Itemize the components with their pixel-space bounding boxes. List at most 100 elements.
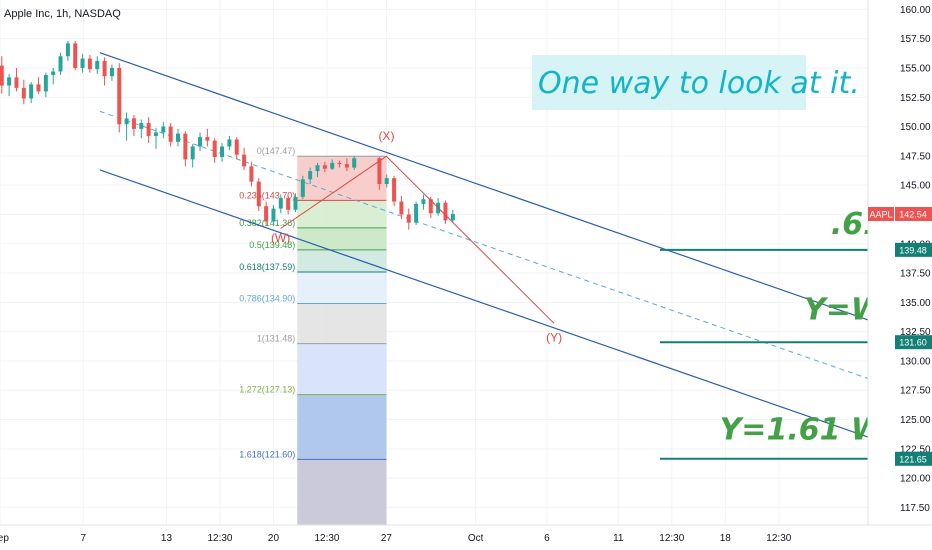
symbol-badge-text: AAPL xyxy=(869,209,892,219)
time-tick-label: 12:30 xyxy=(659,533,684,544)
candle-body xyxy=(153,132,158,136)
annotation-background xyxy=(532,55,806,110)
symbol-badge xyxy=(868,206,894,221)
price-axis[interactable]: 117.50 120.00 122.50 125.00 127.50 130.00 132.… xyxy=(867,0,932,550)
candle-body xyxy=(7,77,12,86)
candle-body xyxy=(384,178,389,184)
price-tick-label: 135.00 xyxy=(900,298,931,309)
time-tick-label: 27 xyxy=(381,533,393,544)
candle-body xyxy=(278,198,283,209)
target-price-badge-text: 121.65 xyxy=(899,454,927,464)
candle-body xyxy=(102,60,107,77)
target-price-badge xyxy=(895,242,932,257)
candle-body xyxy=(249,166,254,182)
candle-body xyxy=(198,137,203,147)
candle-body xyxy=(124,118,129,125)
fib-level-label: 0.618(137.59) xyxy=(239,262,295,272)
candle-body xyxy=(87,58,92,70)
candle-body xyxy=(205,137,210,141)
candle-body xyxy=(227,139,232,147)
candle-body xyxy=(264,206,269,222)
target-price-badge-text: 131.60 xyxy=(899,338,927,348)
candle-body xyxy=(183,133,188,160)
fib-level-label: 0(147.47) xyxy=(257,146,296,156)
candle-body xyxy=(242,154,247,167)
last-price-badge xyxy=(895,206,932,221)
candle-body xyxy=(392,178,397,202)
time-tick-label: 18 xyxy=(720,533,732,544)
candle-body xyxy=(43,75,48,92)
candle-body xyxy=(315,165,320,172)
fib-level-label: 0.5(139.48) xyxy=(249,240,295,250)
time-tick-label: Oct xyxy=(468,533,484,544)
price-tick-label: 120.00 xyxy=(900,474,931,485)
wave-label: (W) xyxy=(271,231,290,245)
fib-level-label: 0.236(143.70) xyxy=(239,190,295,200)
candle-body xyxy=(330,162,335,169)
channel-upper-line[interactable] xyxy=(99,52,869,321)
candle-body xyxy=(29,84,34,99)
price-tick-label: 155.00 xyxy=(900,63,931,74)
candle-body xyxy=(0,65,4,86)
price-tick-label: 145.00 xyxy=(900,181,931,192)
candle-body xyxy=(168,126,173,142)
time-axis[interactable]: Sep 7 13 12:30 20 12:30 27 Oct 6 11 12:30 18 12:30 xyxy=(0,524,932,550)
fib-zone xyxy=(297,271,387,304)
candle-body xyxy=(117,67,122,125)
candle-body xyxy=(73,43,78,68)
price-tick-label: 152.50 xyxy=(900,93,931,104)
candle-body xyxy=(344,164,349,168)
candle-body xyxy=(293,196,298,210)
fib-zone xyxy=(297,227,387,250)
wave-path-line[interactable] xyxy=(280,155,555,324)
time-tick-label: 7 xyxy=(80,533,86,544)
candle-body xyxy=(271,208,276,222)
fib-zone xyxy=(297,200,387,228)
price-tick-label: 127.50 xyxy=(900,386,931,397)
candle-body xyxy=(109,67,114,77)
target-price-badge-text: 139.48 xyxy=(899,245,927,255)
time-tick-label: 12:30 xyxy=(766,533,791,544)
price-tick-label: 137.50 xyxy=(900,269,931,280)
candle-body xyxy=(337,162,342,165)
fib-level-label: 1.272(127.13) xyxy=(239,385,295,395)
time-tick-label: 11 xyxy=(613,533,624,544)
candle-body xyxy=(428,199,433,214)
candle-body xyxy=(308,171,313,180)
annotation-box[interactable]: One way to look at it. xyxy=(532,55,860,110)
price-tick-label: 160.00 xyxy=(900,5,931,16)
elliott-wave-path[interactable]: (W) (X) (Y) xyxy=(271,129,562,344)
candle-body xyxy=(21,87,26,99)
wave-label: (Y) xyxy=(546,330,562,344)
candle-body xyxy=(443,202,448,221)
candle-body xyxy=(146,123,151,136)
candle-body xyxy=(286,198,291,210)
channel-lower-line[interactable] xyxy=(99,169,869,438)
candle-body xyxy=(399,201,404,215)
annotation-text: One way to look at it. xyxy=(538,66,860,101)
parallel-channel[interactable] xyxy=(99,52,869,438)
fib-zone xyxy=(297,459,387,525)
candle-body xyxy=(80,58,85,68)
candle-body xyxy=(190,146,195,160)
candle-body xyxy=(36,84,41,92)
candle-body xyxy=(212,140,217,158)
fib-level-label: 0.382(141.36) xyxy=(239,218,295,228)
time-tick-label: 12:30 xyxy=(314,533,339,544)
candle-body xyxy=(65,43,70,57)
fib-level-label: 1.618(121.60) xyxy=(239,449,295,459)
time-tick-label: 12:30 xyxy=(207,533,232,544)
time-tick-label: Sep xyxy=(0,533,9,544)
fib-level-label: 0.786(134.90) xyxy=(239,294,295,304)
candle-body xyxy=(131,118,136,129)
target-note: Y=1.61 W xyxy=(720,412,886,447)
candle-body xyxy=(352,158,357,168)
candle-body xyxy=(51,71,56,75)
price-tick-label: 147.50 xyxy=(900,151,931,162)
channel-median-line[interactable] xyxy=(99,110,869,379)
candle-body xyxy=(161,126,166,133)
target-lines[interactable]: .61Y=WY=1.61 W xyxy=(659,207,886,460)
price-badges: 139.48 131.60 121.65 AAPL 142.54 xyxy=(868,206,932,466)
candle-body xyxy=(234,139,239,155)
target-price-badge xyxy=(895,451,932,466)
